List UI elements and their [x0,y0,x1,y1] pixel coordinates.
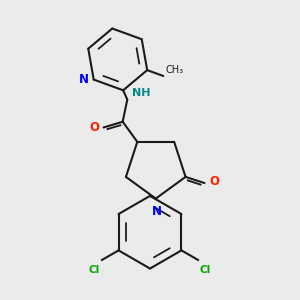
Text: NH: NH [132,88,151,98]
Text: N: N [152,205,161,218]
Text: O: O [90,121,100,134]
Text: O: O [209,175,219,188]
Text: N: N [79,73,89,86]
Text: CH₃: CH₃ [165,65,183,75]
Text: Cl: Cl [89,265,100,275]
Text: Cl: Cl [200,265,211,275]
